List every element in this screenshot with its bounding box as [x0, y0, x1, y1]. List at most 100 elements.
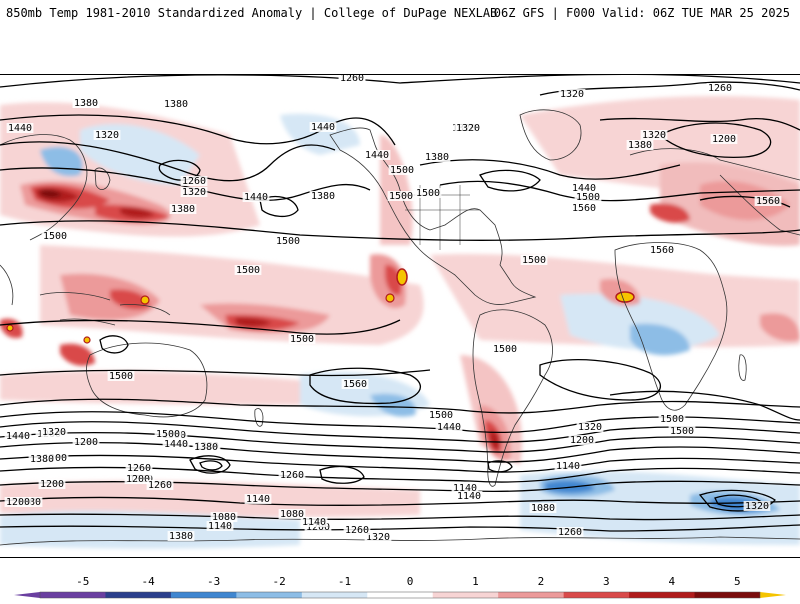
contour-label: 1140: [457, 491, 481, 502]
contour-label-bg: [364, 532, 392, 542]
coastline-new-zealand: [254, 408, 264, 427]
contour-label-bg: [451, 483, 479, 493]
contour-label-bg: [554, 461, 582, 471]
contour-label: 1200: [74, 437, 98, 448]
contour-label: 1380: [425, 152, 449, 163]
contour-label: 1260: [340, 75, 364, 84]
contour-label-bg: [180, 187, 208, 197]
contour-label: 1260: [127, 463, 151, 474]
anomaly-extreme-spot: [140, 295, 150, 305]
contour-label-bg: [576, 422, 604, 432]
contour-label-bg: [206, 521, 234, 531]
contour-label: 1320: [560, 89, 584, 100]
anomaly-pos1-region: [0, 370, 360, 405]
contour-label: 1140: [246, 494, 270, 505]
height-contour: [0, 524, 800, 532]
colorbar-bin: [40, 592, 106, 598]
contour-label-bg: [162, 439, 190, 449]
contour-label-bg: [180, 176, 208, 186]
coastline-north-america: [329, 127, 537, 305]
contour-label: 1500: [43, 231, 67, 242]
contour-label: 1500: [389, 191, 413, 202]
contour-label-bg: [167, 531, 195, 541]
contour-label-bg: [38, 479, 66, 489]
height-contour: [0, 441, 800, 463]
contour-label: 1200: [6, 497, 30, 508]
contour-label-bg: [93, 130, 121, 140]
colorbar-left-arrow: [14, 592, 40, 598]
coastline-asia: [719, 174, 800, 236]
contour-label: 1500: [660, 414, 684, 425]
contour-label-bg: [40, 427, 68, 437]
height-contour: [698, 489, 776, 512]
contour-label: 1320: [42, 427, 66, 438]
anomaly-pos1-region: [0, 480, 420, 518]
contour-label-bg: [162, 99, 190, 109]
contour-label-bg: [309, 122, 337, 132]
anomaly-pos4-region: [489, 430, 500, 450]
contour-label: 1500: [522, 255, 546, 266]
anomaly-extreme-spot: [615, 291, 635, 303]
contour-label: 1440: [311, 122, 335, 133]
anomaly-extreme-spot: [385, 293, 395, 303]
contour-label: 1560: [650, 245, 674, 256]
anomaly-neg2-region: [630, 323, 690, 356]
contour-label-bg: [363, 150, 391, 160]
contour-label: 1560: [343, 379, 367, 390]
anomaly-pos3-region: [110, 289, 150, 310]
coastline-japan: [94, 167, 111, 190]
contour-label: 1440: [437, 422, 461, 433]
contour-label: 1320: [456, 123, 480, 134]
anomaly-neg2-region: [370, 393, 416, 417]
contour-label-bg: [169, 204, 197, 214]
contour-label: 1140: [208, 521, 232, 532]
contour-label-bg: [192, 442, 220, 452]
contour-label: 1440: [244, 192, 268, 203]
contour-label-bg: [388, 165, 416, 175]
height-contour: [0, 454, 800, 473]
anomaly-pos3-region: [60, 343, 95, 366]
height-contour: [0, 114, 396, 146]
anomaly-pos5-region: [40, 189, 62, 198]
temperature-anomaly-shading: [0, 95, 800, 549]
contour-label-bg: [107, 371, 135, 381]
contour-label-bg: [626, 140, 654, 150]
height-contour: [599, 117, 800, 131]
colorbar-tick-label: 2: [538, 575, 545, 588]
contour-label: 1140: [302, 517, 326, 528]
contour-label: 1440: [164, 439, 188, 450]
extreme-anomaly-spots: [6, 268, 635, 344]
contour-label-bg: [423, 152, 451, 162]
contour-label-bg: [28, 454, 56, 464]
contour-label: 1260: [182, 176, 206, 187]
anomaly-pos4-region: [235, 317, 272, 327]
contour-label: 1200: [40, 479, 64, 490]
anomaly-pos4-region: [120, 207, 155, 218]
contour-label-bg: [568, 435, 596, 445]
contour-label-bg: [242, 192, 270, 202]
colorbar-tick-label: -4: [142, 575, 156, 588]
contour-label-bg: [754, 196, 782, 206]
height-contour: [0, 369, 431, 377]
contour-label: 1500: [290, 334, 314, 345]
height-contour: [439, 180, 800, 202]
height-contour: [0, 496, 800, 506]
colorbar-bin: [367, 592, 434, 598]
colorbar-outline: [39, 591, 761, 599]
coastline-india: [0, 264, 14, 306]
coastline-africa: [614, 242, 728, 411]
contour-label-bg: [6, 123, 34, 133]
contour-label-bg: [4, 497, 32, 507]
anomaly-pos2-region: [760, 313, 800, 342]
colorbar-bin: [170, 592, 237, 598]
height-contour: [419, 159, 681, 180]
colorbar-tick-label: 0: [407, 575, 414, 588]
anomaly-map: 1380138013801440132012601320138014401380…: [0, 74, 800, 558]
contour-label-bg: [455, 491, 483, 501]
contour-label-bg: [558, 89, 586, 99]
contour-label-bg: [648, 245, 676, 255]
contour-label-bg: [387, 191, 415, 201]
contour-label: 1380: [74, 98, 98, 109]
colorbar-legend: -5 -4 -3 -2 -1 0 1 2 3 4 5: [0, 560, 800, 600]
contour-label-bg: [210, 512, 238, 522]
